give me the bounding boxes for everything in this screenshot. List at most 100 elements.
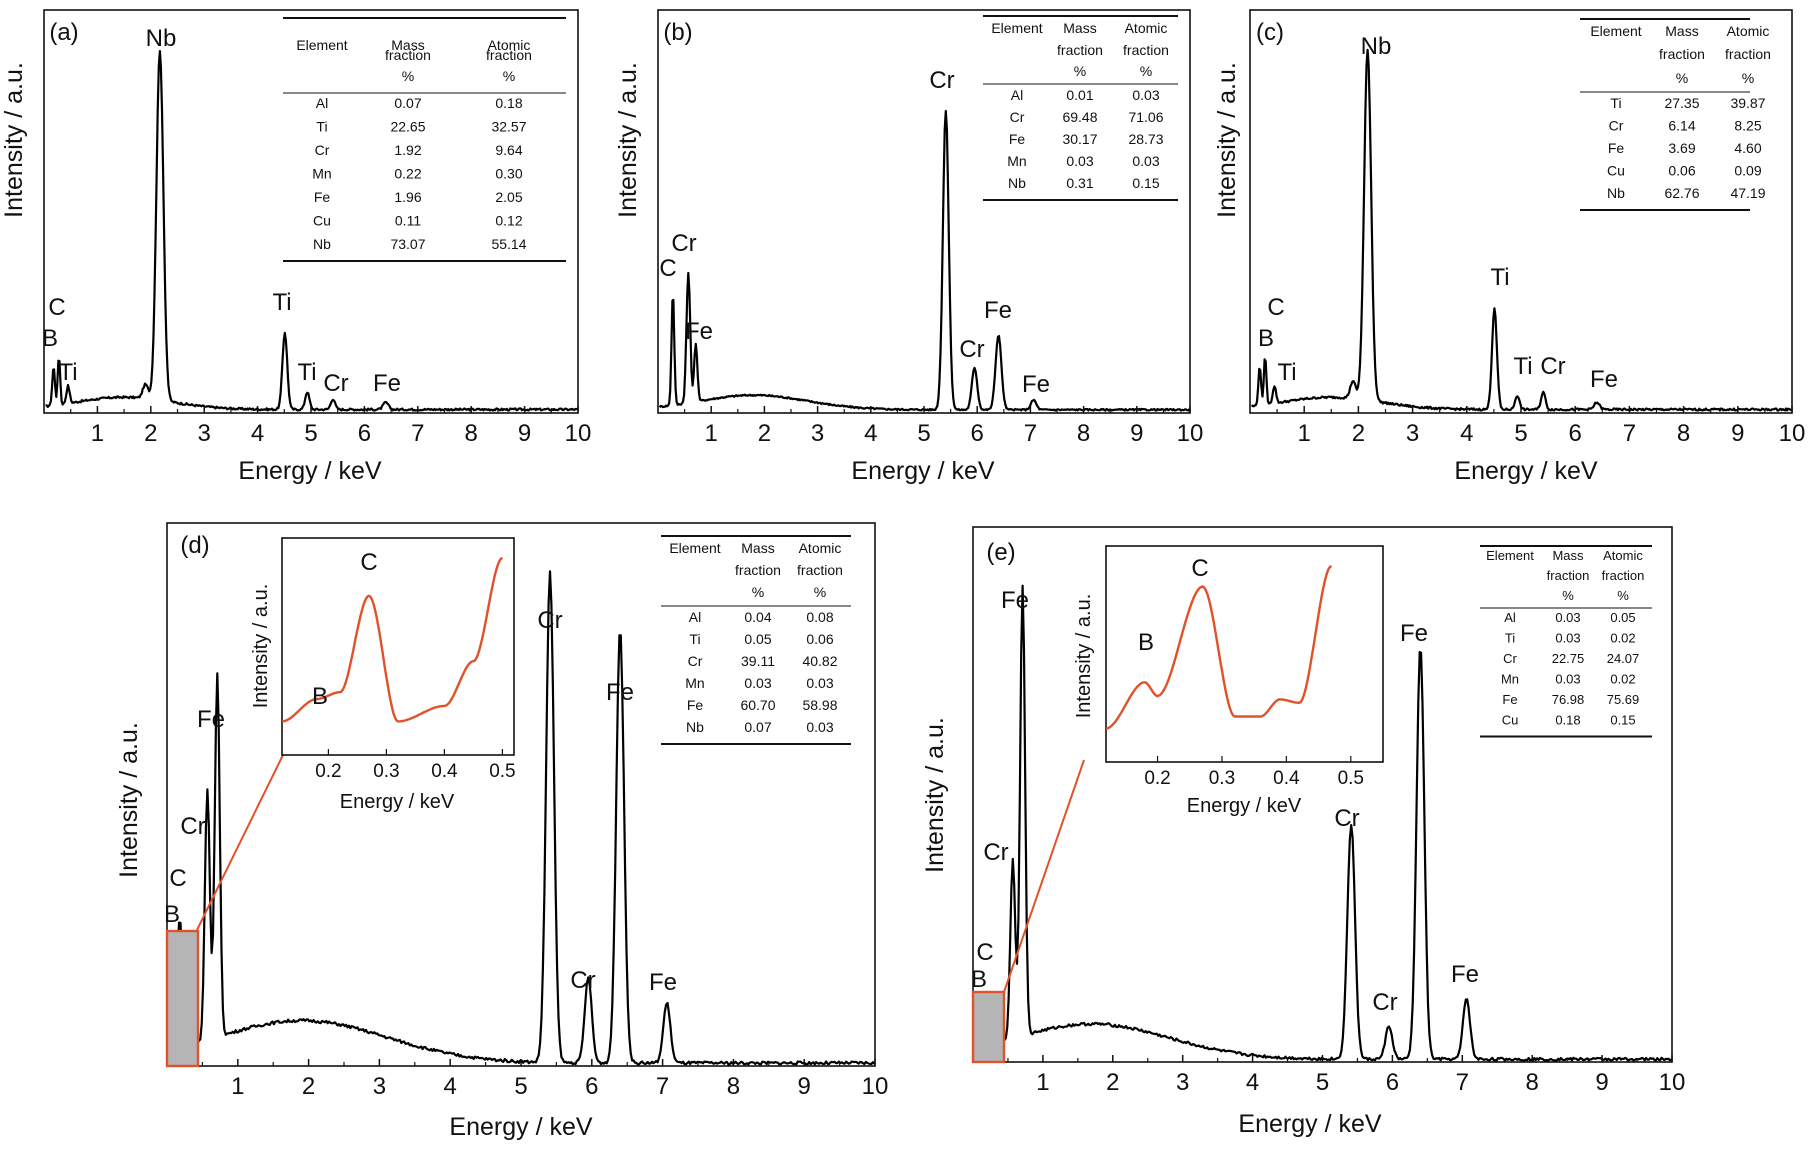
x-tick-label: 1 bbox=[1036, 1069, 1049, 1096]
peak-label-cr: Cr bbox=[180, 813, 205, 840]
x-axis-title: Energy / keV bbox=[851, 457, 994, 485]
table-header-cell: Atomic bbox=[1125, 20, 1168, 36]
table-cell: Nb bbox=[313, 236, 331, 252]
inset: 0.2 0.3 0.4 0.5 Energy / keV Intensity / a.u.… bbox=[165, 537, 516, 1068]
peak-label-c: C bbox=[1267, 294, 1284, 321]
peak-label-b: B bbox=[1258, 325, 1274, 352]
x-tick-label: 10 bbox=[1659, 1069, 1686, 1096]
table-cell: 55.14 bbox=[491, 236, 526, 252]
table-header-cell: Atomic bbox=[1727, 23, 1770, 39]
x-tick-label: 8 bbox=[1077, 420, 1090, 447]
x-tick-label: 2 bbox=[144, 420, 157, 447]
table-cell: 0.31 bbox=[1066, 175, 1093, 191]
table-cell: 0.06 bbox=[1668, 163, 1695, 179]
x-tick-label: 5 bbox=[1316, 1069, 1329, 1096]
plot-frame bbox=[657, 9, 1191, 414]
table-cell: Al bbox=[689, 609, 701, 625]
table-cell: Cu bbox=[313, 213, 331, 229]
table-cell: 22.75 bbox=[1552, 651, 1585, 666]
inset-x-tick-label: 0.5 bbox=[1338, 768, 1364, 789]
table-cell: Nb bbox=[1008, 175, 1026, 191]
table-cell: 76.98 bbox=[1552, 692, 1585, 707]
x-tick-label: 4 bbox=[864, 420, 877, 447]
peak-label-c: C bbox=[169, 865, 186, 892]
x-tick-label: 9 bbox=[1130, 420, 1143, 447]
peak-label-cr: Cr bbox=[323, 370, 348, 397]
peak-label-c: C bbox=[976, 939, 993, 966]
peak-label-cr: Cr bbox=[1540, 353, 1565, 380]
composition-table: Element Mass fraction% Atomic fraction% Al 0.0… bbox=[983, 15, 1178, 201]
table-cell: 3.69 bbox=[1668, 140, 1695, 156]
inset-spectrum-line bbox=[281, 556, 503, 723]
zoom-region-box bbox=[165, 929, 200, 1068]
table-header-cell: fraction bbox=[1057, 42, 1103, 58]
x-tick-label: 2 bbox=[302, 1073, 315, 1100]
x-tick-label: 10 bbox=[862, 1073, 889, 1100]
table-header-cell: Mass bbox=[1063, 20, 1096, 36]
peak-label-ti: Ti bbox=[272, 289, 291, 316]
x-tick-label: 6 bbox=[1386, 1069, 1399, 1096]
x-tick-label: 7 bbox=[1623, 420, 1636, 447]
peak-label-ti: Ti bbox=[1277, 359, 1296, 386]
table-header-cell: % bbox=[814, 584, 826, 600]
table-header-cell: % bbox=[1676, 70, 1688, 86]
table-cell: 28.73 bbox=[1128, 131, 1163, 147]
table-header-cell: fraction bbox=[1547, 568, 1590, 583]
table-cell: 0.07 bbox=[744, 719, 771, 735]
peak-label-ti: Ti bbox=[58, 359, 77, 386]
x-tick-label: 6 bbox=[971, 420, 984, 447]
x-tick-label: 5 bbox=[917, 420, 930, 447]
table-cell: 0.03 bbox=[1066, 153, 1093, 169]
x-tick-label: 9 bbox=[518, 420, 531, 447]
table-cell: 47.19 bbox=[1730, 185, 1765, 201]
peak-label-fe: Fe bbox=[606, 679, 634, 706]
peak-label-b: B bbox=[164, 901, 180, 928]
table-header-cell: % bbox=[752, 584, 764, 600]
x-tick-label: 7 bbox=[411, 420, 424, 447]
panel-label: (d) bbox=[180, 532, 209, 559]
panel-b: 1 2 3 4 5 6 7 8 9 10 Energy / keV Intensity / a.u. (… bbox=[614, 9, 1203, 485]
x-tick-label: 7 bbox=[656, 1073, 669, 1100]
table-cell: 62.76 bbox=[1664, 185, 1699, 201]
x-tick-label: 3 bbox=[1176, 1069, 1189, 1096]
table-cell: Nb bbox=[1607, 185, 1625, 201]
x-axis-title: Energy / keV bbox=[238, 457, 381, 485]
table-cell: 0.18 bbox=[495, 95, 522, 111]
peak-label-cr: Cr bbox=[570, 967, 595, 994]
x-tick-label: 1 bbox=[1298, 420, 1311, 447]
table-header-cell: Atomic bbox=[1603, 548, 1643, 563]
table-cell: Cr bbox=[1010, 109, 1025, 125]
table-header-cell: % bbox=[1562, 588, 1574, 603]
panel-d: 1 2 3 4 5 6 7 8 9 10 Energy / keV Intensity / a.u. (… bbox=[115, 522, 889, 1141]
x-tick-label: 7 bbox=[1024, 420, 1037, 447]
table-cell: 0.15 bbox=[1610, 713, 1635, 728]
table-cell: Fe bbox=[1608, 140, 1625, 156]
inset-y-axis-title: Intensity / a.u. bbox=[1073, 594, 1095, 719]
table-cell: Cr bbox=[688, 653, 703, 669]
spectrum-line bbox=[658, 109, 1191, 412]
table-cell: 8.25 bbox=[1734, 118, 1761, 134]
table-cell: Cu bbox=[1502, 713, 1519, 728]
inset-peak-label-c: C bbox=[360, 549, 377, 576]
y-axis-title: Intensity / a.u. bbox=[0, 62, 28, 218]
x-tick-label: 6 bbox=[1569, 420, 1582, 447]
x-tick-label: 8 bbox=[465, 420, 478, 447]
table-cell: Ti bbox=[1505, 631, 1515, 646]
table-header-cell: fraction bbox=[1725, 46, 1771, 62]
inset-spectrum-line bbox=[1105, 564, 1333, 730]
peak-label-cr: Cr bbox=[959, 336, 984, 363]
table-cell: Mn bbox=[685, 675, 704, 691]
table-header-cell: Element bbox=[991, 20, 1042, 36]
x-tick-label: 10 bbox=[565, 420, 592, 447]
peak-label-cr: Cr bbox=[983, 839, 1008, 866]
y-axis-title: Intensity / a.u. bbox=[614, 62, 642, 218]
peak-label-cr: Cr bbox=[537, 607, 562, 634]
table-cell: 24.07 bbox=[1607, 651, 1640, 666]
table-cell: 71.06 bbox=[1128, 109, 1163, 125]
panel-label: (a) bbox=[49, 19, 78, 46]
x-tick-label: 6 bbox=[358, 420, 371, 447]
table-cell: 0.22 bbox=[394, 166, 421, 182]
peak-label-fe: Fe bbox=[685, 318, 713, 345]
table-header-cell: fraction bbox=[797, 562, 843, 578]
